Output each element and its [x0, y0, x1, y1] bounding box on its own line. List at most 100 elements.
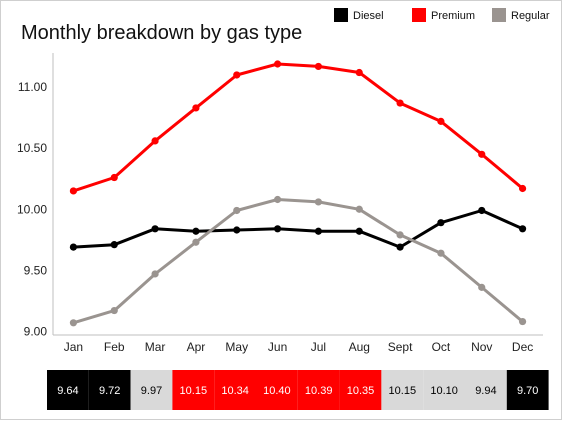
data-point-premium — [110, 173, 118, 182]
table-cell-fill — [297, 370, 340, 410]
data-point-premium — [151, 137, 159, 145]
table-cell: 10.15 — [172, 370, 215, 410]
data-point-regular — [396, 231, 404, 239]
table-cell-value: 10.34 — [221, 385, 249, 397]
series-premium — [69, 60, 527, 195]
data-point-diesel — [233, 226, 241, 234]
y-tick-label: 11.00 — [18, 80, 47, 94]
x-tick-label: Jan — [64, 340, 83, 354]
data-point-regular — [110, 306, 118, 315]
table-cell: 9.70 — [506, 370, 549, 410]
table-cell-value: 9.70 — [517, 385, 538, 397]
table-cell-fill — [423, 370, 465, 410]
table-cell-value: 10.35 — [347, 385, 375, 397]
data-point-diesel — [151, 225, 159, 233]
x-tick-label: May — [225, 340, 248, 354]
data-point-regular — [233, 206, 241, 215]
table-cell-value: 10.15 — [389, 385, 417, 397]
legend-item-diesel: Diesel — [334, 8, 384, 22]
legend-item-regular: Regular — [492, 8, 550, 22]
legend-label: Diesel — [353, 10, 384, 22]
series-line-diesel — [73, 209, 524, 249]
x-tick-label: Jun — [268, 340, 287, 354]
data-point-diesel — [314, 227, 323, 235]
data-point-premium — [233, 71, 241, 79]
y-tick-label: 9.50 — [24, 263, 48, 277]
x-tick-label: Jul — [311, 340, 326, 354]
x-tick-label: Mar — [145, 340, 166, 354]
table-cell: 9.64 — [47, 370, 89, 410]
series-regular — [69, 195, 527, 327]
data-point-regular — [314, 198, 323, 206]
data-point-premium — [518, 184, 527, 193]
chart-title: Monthly breakdown by gas type — [21, 22, 302, 44]
series-line-regular — [72, 198, 524, 325]
legend-item-premium: Premium — [412, 8, 475, 22]
table-cell: 10.35 — [339, 370, 382, 410]
data-point-premium — [355, 68, 363, 77]
x-tick-label: Sept — [388, 340, 413, 354]
legend-swatch — [334, 8, 348, 22]
table-cell: 10.34 — [214, 370, 256, 410]
data-point-diesel — [110, 241, 118, 249]
data-point-diesel — [69, 243, 78, 251]
table-cell-value: 10.40 — [263, 385, 291, 397]
y-tick-label: 10.00 — [17, 202, 47, 216]
table-cell-fill — [506, 370, 549, 410]
data-point-premium — [192, 104, 200, 112]
x-tick-label: Feb — [104, 340, 125, 354]
legend-label: Premium — [431, 10, 475, 22]
legend-label: Regular — [511, 10, 550, 22]
table-cell-value: 10.39 — [305, 385, 333, 397]
table-cell: 9.94 — [465, 370, 507, 410]
table-cell: 10.10 — [423, 370, 465, 410]
data-point-diesel — [478, 206, 486, 215]
x-tick-label: Dec — [512, 340, 533, 354]
data-point-regular — [151, 270, 159, 278]
legend: Diesel Premium Regular — [334, 8, 550, 22]
data-point-premium — [69, 187, 78, 195]
table-cell: 9.72 — [88, 370, 131, 410]
legend-swatch — [492, 8, 506, 22]
data-point-premium — [437, 117, 445, 125]
data-point-diesel — [396, 243, 404, 251]
y-tick-label: 9.00 — [24, 324, 48, 338]
data-point-regular — [69, 319, 78, 327]
data-point-regular — [192, 238, 200, 246]
data-point-premium — [314, 62, 323, 71]
table-cell: 9.97 — [130, 370, 173, 410]
table-cell-fill — [47, 370, 89, 410]
y-tick-label: 10.50 — [17, 141, 47, 155]
data-point-diesel — [437, 219, 445, 227]
table-cell-value: 9.97 — [141, 385, 162, 397]
series-layer — [69, 60, 527, 327]
data-point-regular — [273, 195, 282, 204]
table-cell-value: 9.72 — [99, 385, 120, 397]
x-tick-label: Nov — [471, 340, 492, 354]
series-diesel — [69, 206, 527, 251]
axes: 9.00 9.50 10.00 10.50 11.00 Jan Feb Mar Apr May Ju… — [17, 53, 543, 354]
table-cell: 10.15 — [381, 370, 424, 410]
table-cell-fill — [256, 370, 298, 410]
data-table-row: 9.64 9.72 9.97 10.15 10.34 10.40 10.39 10.35 10.… — [47, 370, 549, 410]
data-point-diesel — [192, 227, 200, 235]
data-point-premium — [396, 99, 404, 107]
table-cell-value: 10.15 — [180, 385, 208, 397]
table-cell-fill — [130, 370, 173, 410]
data-point-diesel — [273, 225, 282, 233]
table-cell-value: 9.64 — [57, 385, 78, 397]
x-tick-label: Oct — [432, 340, 451, 354]
data-point-premium — [273, 60, 282, 68]
data-point-premium — [478, 150, 486, 158]
data-point-diesel — [518, 225, 527, 233]
table-cell: 10.39 — [297, 370, 340, 410]
table-cell-fill — [339, 370, 382, 410]
x-tick-label: Aug — [349, 340, 370, 354]
data-point-regular — [478, 283, 486, 291]
table-cell-fill — [465, 370, 507, 410]
table-cell-fill — [88, 370, 131, 410]
legend-swatch — [412, 8, 426, 22]
series-line-premium — [72, 62, 524, 193]
